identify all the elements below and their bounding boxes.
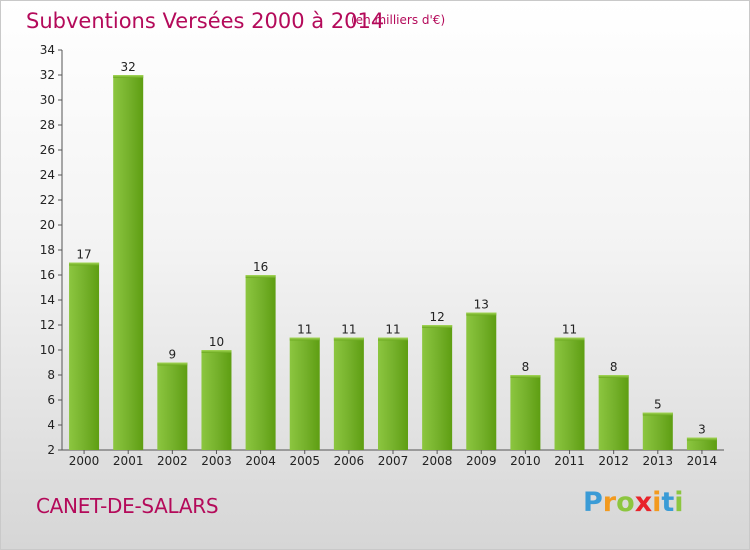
- bar-top: [686, 437, 717, 441]
- bar-top: [245, 275, 276, 278]
- bar-top: [378, 337, 408, 341]
- bar: [642, 412, 673, 450]
- y-tick-label: 34: [40, 43, 55, 57]
- logo-letter: o: [616, 487, 635, 518]
- y-tick-label: 32: [40, 68, 55, 82]
- bar: [113, 75, 144, 450]
- bar: [245, 275, 276, 450]
- bar-top: [598, 375, 629, 378]
- bar: [378, 337, 408, 450]
- x-tick-label: 2002: [157, 454, 188, 468]
- x-tick-label: 2012: [598, 454, 629, 468]
- y-tick-label: 8: [47, 368, 55, 382]
- chart-title: Subventions Versées 2000 à 2014: [26, 9, 385, 33]
- commune-name: CANET-DE-SALARS: [36, 494, 219, 518]
- bar-top: [289, 337, 320, 341]
- bar-top: [642, 412, 673, 416]
- y-tick-label: 12: [40, 318, 55, 332]
- y-tick-label: 16: [40, 268, 55, 282]
- bar: [466, 312, 497, 450]
- y-tick-label: 6: [47, 393, 55, 407]
- data-label: 5: [654, 398, 662, 412]
- bar: [201, 350, 232, 450]
- data-label: 16: [253, 260, 268, 274]
- x-tick-label: 2003: [201, 454, 232, 468]
- x-tick-label: 2009: [466, 454, 497, 468]
- bar: [289, 337, 320, 450]
- y-tick-label: 28: [40, 118, 55, 132]
- y-tick-label: 30: [40, 93, 55, 107]
- y-tick-label: 24: [40, 168, 55, 182]
- bar: [157, 362, 188, 450]
- bar-top: [333, 337, 364, 341]
- y-tick-label: 2: [47, 443, 55, 457]
- data-label: 32: [121, 60, 136, 74]
- logo-letter: r: [602, 487, 617, 518]
- data-label: 17: [76, 248, 91, 262]
- x-tick-label: 2000: [69, 454, 100, 468]
- data-label: 12: [429, 310, 444, 324]
- x-tick-label: 2011: [554, 454, 585, 468]
- bar: [510, 375, 541, 450]
- y-tick-label: 4: [47, 418, 55, 432]
- data-label: 11: [297, 323, 312, 337]
- bar-top: [113, 75, 144, 78]
- x-tick-label: 2014: [687, 454, 718, 468]
- x-tick-label: 2004: [245, 454, 276, 468]
- bar: [686, 437, 717, 450]
- x-tick-label: 2005: [289, 454, 320, 468]
- x-tick-label: 2008: [422, 454, 453, 468]
- bar: [554, 337, 585, 450]
- x-tick-label: 2010: [510, 454, 541, 468]
- y-tick-label: 14: [40, 293, 55, 307]
- bar: [333, 337, 364, 450]
- logo-letter: i: [674, 487, 684, 518]
- bar: [422, 325, 453, 450]
- logo-letter: x: [634, 487, 653, 518]
- data-label: 10: [209, 335, 224, 349]
- proxiti-logo[interactable]: Proxiti: [583, 487, 684, 518]
- y-tick-label: 22: [40, 193, 55, 207]
- bar-top: [157, 362, 188, 366]
- logo-letter: t: [661, 487, 675, 518]
- bar-top: [510, 375, 541, 378]
- data-label: 9: [169, 348, 177, 362]
- x-tick-label: 2013: [643, 454, 674, 468]
- data-label: 11: [385, 323, 400, 337]
- bar-top: [201, 350, 232, 353]
- x-tick-label: 2007: [378, 454, 409, 468]
- data-label: 8: [610, 360, 618, 374]
- logo-letter: P: [583, 487, 603, 518]
- y-tick-label: 20: [40, 218, 55, 232]
- bar: [69, 262, 100, 450]
- bar-top: [422, 325, 453, 328]
- data-label: 11: [562, 323, 577, 337]
- bar-top: [69, 262, 100, 266]
- x-tick-label: 2001: [113, 454, 144, 468]
- bar-top: [554, 337, 585, 341]
- logo-letter: i: [652, 487, 662, 518]
- y-tick-label: 26: [40, 143, 55, 157]
- y-tick-label: 10: [40, 343, 55, 357]
- bars: [69, 75, 717, 450]
- data-label: 3: [698, 423, 706, 437]
- y-tick-label: 18: [40, 243, 55, 257]
- data-label: 13: [474, 298, 489, 312]
- bar: [598, 375, 629, 450]
- data-labels: 17 32 9 10 16 11 11 11 12 13 8 11 8 5 3: [76, 60, 705, 437]
- data-label: 8: [522, 360, 530, 374]
- bar-top: [466, 312, 497, 316]
- chart-subtitle: (en milliers d'€): [351, 13, 446, 27]
- data-label: 11: [341, 323, 356, 337]
- x-tick-label: 2006: [334, 454, 365, 468]
